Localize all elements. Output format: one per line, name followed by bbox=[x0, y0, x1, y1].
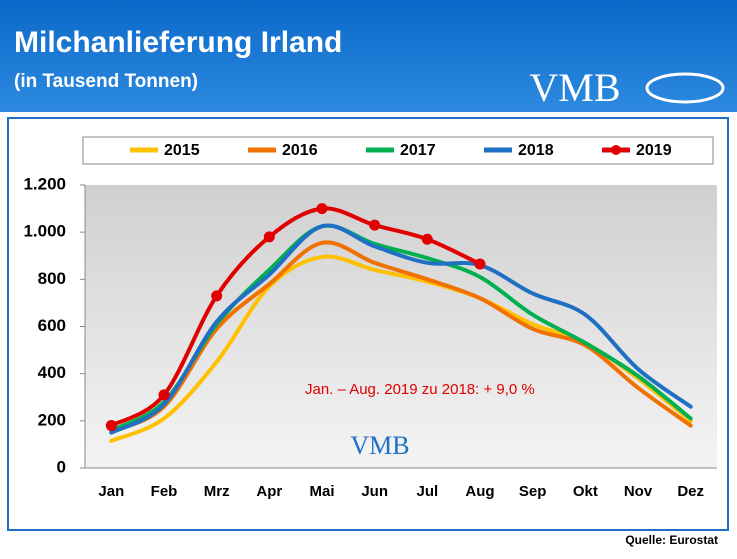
y-tick-label: 600 bbox=[38, 316, 66, 335]
logo-swoosh bbox=[645, 72, 725, 104]
x-tick-label: Apr bbox=[256, 483, 282, 500]
series-marker bbox=[316, 203, 328, 215]
legend-label: 2015 bbox=[164, 142, 200, 159]
x-tick-label: Mai bbox=[309, 483, 334, 500]
series-marker bbox=[421, 233, 433, 245]
series-marker bbox=[369, 219, 381, 231]
series-marker bbox=[263, 231, 275, 243]
logo: VMB bbox=[529, 65, 620, 110]
y-tick-label: 1.200 bbox=[23, 174, 66, 193]
watermark-logo: VMB bbox=[350, 431, 409, 460]
legend-label: 2017 bbox=[400, 142, 436, 159]
x-tick-label: Aug bbox=[465, 483, 494, 500]
x-tick-label: Feb bbox=[151, 483, 178, 500]
y-tick-label: 0 bbox=[57, 457, 66, 476]
y-tick-label: 400 bbox=[38, 363, 66, 382]
legend-marker bbox=[611, 145, 621, 155]
source: Quelle: Eurostat bbox=[625, 533, 718, 547]
series-line bbox=[109, 223, 693, 435]
x-tick-label: Jul bbox=[416, 483, 438, 500]
header-band bbox=[0, 0, 737, 112]
series-line bbox=[109, 240, 693, 434]
series-marker bbox=[211, 290, 223, 302]
x-tick-label: Jun bbox=[361, 483, 388, 500]
y-tick-label: 800 bbox=[38, 269, 66, 288]
y-tick-label: 200 bbox=[38, 410, 66, 429]
series-marker bbox=[105, 420, 117, 432]
legend-label: 2019 bbox=[636, 142, 672, 159]
series-marker bbox=[474, 258, 486, 270]
series-marker bbox=[158, 389, 170, 401]
legend-label: 2018 bbox=[518, 142, 554, 159]
legend-label: 2016 bbox=[282, 142, 318, 159]
title: Milchanlieferung Irland bbox=[14, 26, 342, 59]
x-tick-label: Jan bbox=[98, 483, 124, 500]
annotation: Jan. – Aug. 2019 zu 2018: + 9,0 % bbox=[305, 381, 535, 398]
x-tick-label: Nov bbox=[624, 483, 653, 500]
x-tick-label: Dez bbox=[677, 483, 704, 500]
plot-area bbox=[85, 185, 717, 468]
x-tick-label: Okt bbox=[573, 483, 598, 500]
x-tick-label: Mrz bbox=[204, 483, 230, 500]
subtitle: (in Tausend Tonnen) bbox=[14, 71, 198, 92]
y-tick-label: 1.000 bbox=[23, 222, 66, 241]
x-tick-label: Sep bbox=[519, 483, 547, 500]
